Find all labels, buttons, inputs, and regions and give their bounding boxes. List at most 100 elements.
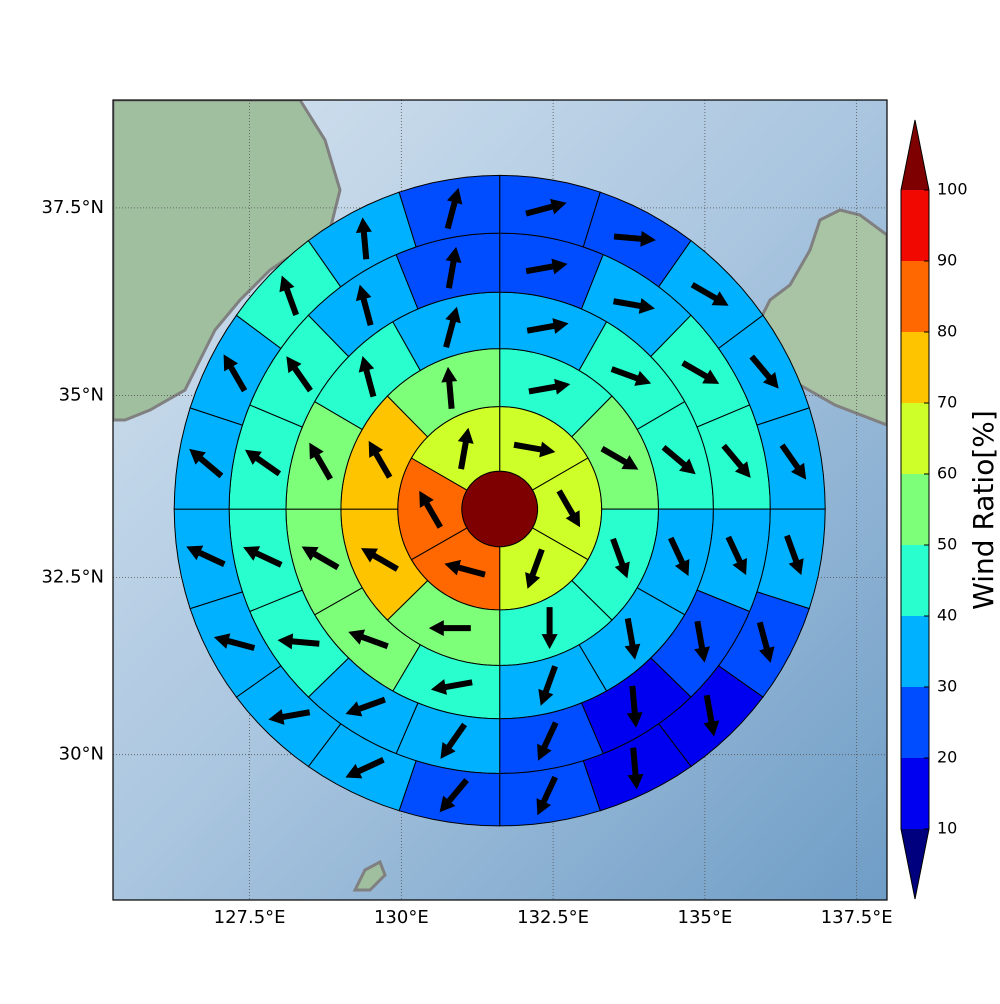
wind-arrow: [690, 282, 729, 306]
x-tick-label: 127.5°E: [214, 907, 286, 928]
colorbar-segment: [901, 403, 929, 474]
wind-arrow: [430, 679, 473, 695]
colorbar-tick-label: 60: [937, 464, 957, 483]
sectors: [173, 174, 826, 827]
wind-arrow: [626, 685, 643, 728]
wind-arrow: [624, 617, 641, 660]
y-tick-label: 37.5°N: [41, 197, 104, 218]
colorbar-segment: [901, 758, 929, 829]
wind-arrow: [457, 427, 474, 470]
wind-arrow: [440, 722, 468, 759]
colorbar-segment: [901, 261, 929, 332]
colorbar-segment: [901, 616, 929, 687]
colorbar-tick-label: 50: [937, 535, 957, 554]
wind-arrow: [443, 306, 461, 349]
wind-arrow: [681, 360, 720, 384]
wind-arrow: [784, 534, 804, 576]
wind-arrow: [301, 546, 340, 571]
wind-arrow: [445, 246, 462, 289]
wind-arrow: [703, 694, 720, 737]
wind-arrow: [223, 354, 248, 393]
x-tick-label: 135°E: [678, 907, 733, 928]
colorbar-extend-min: [901, 829, 929, 899]
colorbar-tick-label: 90: [937, 251, 957, 270]
wind-arrow: [345, 696, 386, 717]
wind-arrow: [444, 187, 463, 230]
wind-arrow: [444, 559, 486, 578]
wind-arrow: [213, 633, 256, 651]
colorbar-segment: [901, 474, 929, 545]
wind-arrow: [419, 490, 443, 529]
colorbar-segment: [901, 190, 929, 261]
land-korea: [113, 100, 342, 422]
wind-arrow: [556, 489, 581, 528]
wind-arrow: [525, 548, 545, 589]
wind-arrow: [361, 548, 399, 572]
wind-arrow: [368, 440, 393, 479]
wind-arrow: [627, 747, 644, 790]
wind-arrow: [661, 445, 696, 475]
colorbar-segment: [901, 687, 929, 758]
axes: 127.5°E 130°E 132.5°E 135°E 137.5°E 30°N 32.5°…: [41, 197, 892, 928]
wind-arrow: [525, 258, 568, 275]
y-tick-label: 32.5°N: [41, 567, 104, 588]
wind-arrow: [721, 443, 751, 478]
colorbar-tick-label: 20: [937, 748, 957, 767]
wind-arrow: [439, 778, 469, 813]
wind-arrow: [268, 709, 311, 725]
wind-arrow: [749, 354, 779, 389]
wind-arrow: [244, 449, 282, 477]
plot-frame: [112, 99, 888, 901]
colorbar-segment: [901, 332, 929, 403]
colorbar-extend-max: [901, 120, 929, 190]
wind-arrow: [526, 318, 569, 334]
wind-arrow: [541, 607, 558, 650]
wind-arrow: [277, 633, 320, 650]
wind-arrow: [668, 536, 690, 577]
x-tick-label: 130°E: [374, 907, 429, 928]
wind-arrow: [538, 665, 558, 706]
colorbar-tick-label: 100: [937, 180, 968, 199]
wind-arrow: [441, 366, 458, 409]
y-tick-label: 35°N: [59, 385, 104, 406]
wind-arrow: [525, 198, 567, 217]
wind-arrow: [600, 446, 639, 470]
colorbar-tick-label: 10: [937, 819, 957, 838]
wind-arrow: [355, 284, 374, 326]
y-tick-label: 30°N: [59, 744, 104, 765]
wind-arrow: [725, 535, 747, 576]
wind-arrow: [279, 275, 300, 316]
colorbar: 10 20 30 40 50 60 70 80 90 100: [900, 119, 968, 900]
wind-arrow: [779, 443, 807, 480]
colorbar-segment: [901, 545, 929, 616]
colorbar-tick-label: 70: [937, 393, 957, 412]
wind-arrow: [612, 298, 655, 314]
x-tick-label: 132.5°E: [517, 907, 589, 928]
wind-arrow: [345, 757, 385, 779]
wind-arrow: [528, 378, 571, 395]
wind-arrow: [355, 217, 372, 260]
colorbar-tick-label: 80: [937, 322, 957, 341]
wind-arrow: [243, 546, 283, 568]
wind-arrow: [513, 441, 556, 458]
wind-arrow: [613, 230, 656, 247]
arrows: [186, 187, 807, 816]
wind-arrow: [348, 629, 389, 650]
wind-arrow: [189, 448, 224, 479]
wind-arrow: [309, 442, 333, 481]
wind-arrow: [536, 775, 558, 816]
wind-arrow: [756, 621, 775, 663]
wind-arrow: [610, 366, 652, 386]
x-tick-label: 137.5°E: [821, 907, 893, 928]
land-island: [352, 859, 387, 892]
colorbar-tick-label: 30: [937, 677, 957, 696]
wind-arrow: [286, 356, 313, 393]
wind-arrow: [186, 545, 226, 567]
wind-arrow: [537, 721, 559, 761]
colorbar-label: Wind Ratio[%]: [967, 410, 1000, 610]
wind-arrow: [694, 620, 710, 663]
colorbar-tick-label: 40: [937, 606, 957, 625]
wind-arrow: [610, 537, 630, 579]
wind-arrow: [358, 356, 377, 398]
